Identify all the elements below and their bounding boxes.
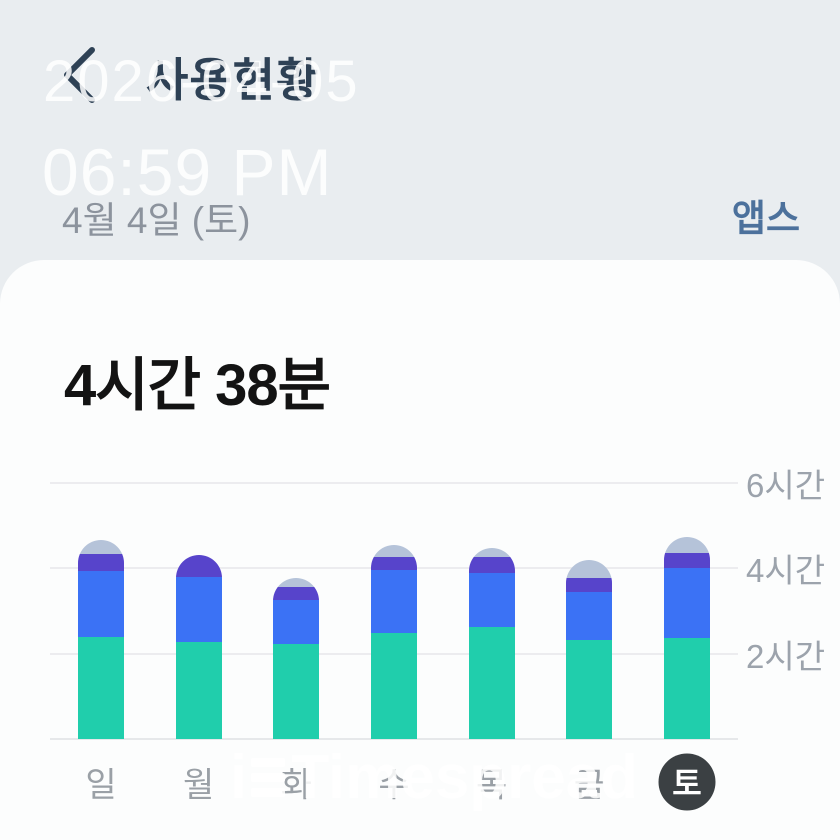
bar-segment-usage-secondary	[78, 570, 124, 637]
bar-segment-usage-tertiary	[566, 577, 613, 592]
y-axis-tick-label: 2시간	[746, 637, 826, 675]
bar-segment-usage-tertiary	[273, 587, 320, 601]
bar-segment-usage-quaternary	[468, 548, 515, 558]
usage-bar-월[interactable]	[175, 555, 222, 739]
usage-bar-금[interactable]	[566, 559, 613, 739]
usage-bar-목[interactable]	[468, 548, 515, 739]
x-axis-baseline	[50, 738, 738, 740]
bar-segment-usage-secondary	[664, 567, 711, 639]
total-usage-time: 4시간 38분	[64, 353, 331, 418]
day-label-일[interactable]: 일	[85, 766, 117, 805]
bar-segment-usage-secondary	[468, 573, 515, 627]
apps-link[interactable]: 앱스	[732, 188, 800, 242]
bar-segment-usage-primary	[664, 638, 711, 739]
y-axis-tick-label: 4시간	[746, 552, 826, 589]
bar-segment-usage-tertiary	[78, 553, 124, 571]
day-label-토: 토	[672, 765, 702, 802]
bar-segment-usage-tertiary	[468, 557, 515, 574]
bar-segment-usage-tertiary	[371, 557, 417, 571]
bar-segment-usage-secondary	[371, 570, 417, 633]
bar-segment-usage-secondary	[566, 591, 613, 640]
bar-segment-usage-quaternary	[273, 578, 320, 588]
bar-segment-usage-primary	[175, 641, 222, 739]
selected-date-label: 4월 4일 (토)	[62, 200, 251, 241]
usage-bar-수[interactable]	[371, 545, 417, 739]
bar-segment-usage-secondary	[175, 576, 222, 642]
page-title: 사용현황	[146, 54, 320, 106]
usage-bar-토[interactable]	[664, 537, 711, 739]
gridline-6h	[50, 481, 738, 484]
back-button[interactable]	[52, 44, 108, 106]
bar-segment-usage-quaternary	[566, 559, 613, 578]
day-label-월[interactable]: 월	[183, 766, 215, 805]
bar-segment-usage-primary	[273, 644, 320, 739]
bar-segment-usage-quaternary	[371, 545, 417, 558]
chevron-left-icon	[64, 47, 95, 103]
day-label-금[interactable]: 금	[573, 766, 605, 805]
bar-segment-usage-primary	[468, 626, 515, 739]
usage-bar-화[interactable]	[273, 578, 320, 739]
day-label-수[interactable]: 수	[378, 766, 410, 805]
bar-segment-usage-quaternary	[78, 539, 124, 554]
bar-segment-usage-quaternary	[664, 537, 711, 554]
usage-bar-일[interactable]	[78, 539, 124, 739]
bar-segment-usage-tertiary	[175, 555, 222, 577]
day-label-화[interactable]: 화	[280, 766, 312, 805]
bar-segment-usage-secondary	[273, 600, 320, 645]
bar-segment-usage-primary	[78, 636, 124, 739]
bar-segment-usage-tertiary	[664, 553, 711, 568]
selected-day-badge[interactable]: 토	[658, 753, 716, 811]
day-label-목[interactable]: 목	[476, 766, 508, 805]
bar-segment-usage-primary	[566, 639, 613, 739]
y-axis-tick-label: 6시간	[746, 466, 826, 504]
bar-segment-usage-primary	[371, 632, 417, 739]
